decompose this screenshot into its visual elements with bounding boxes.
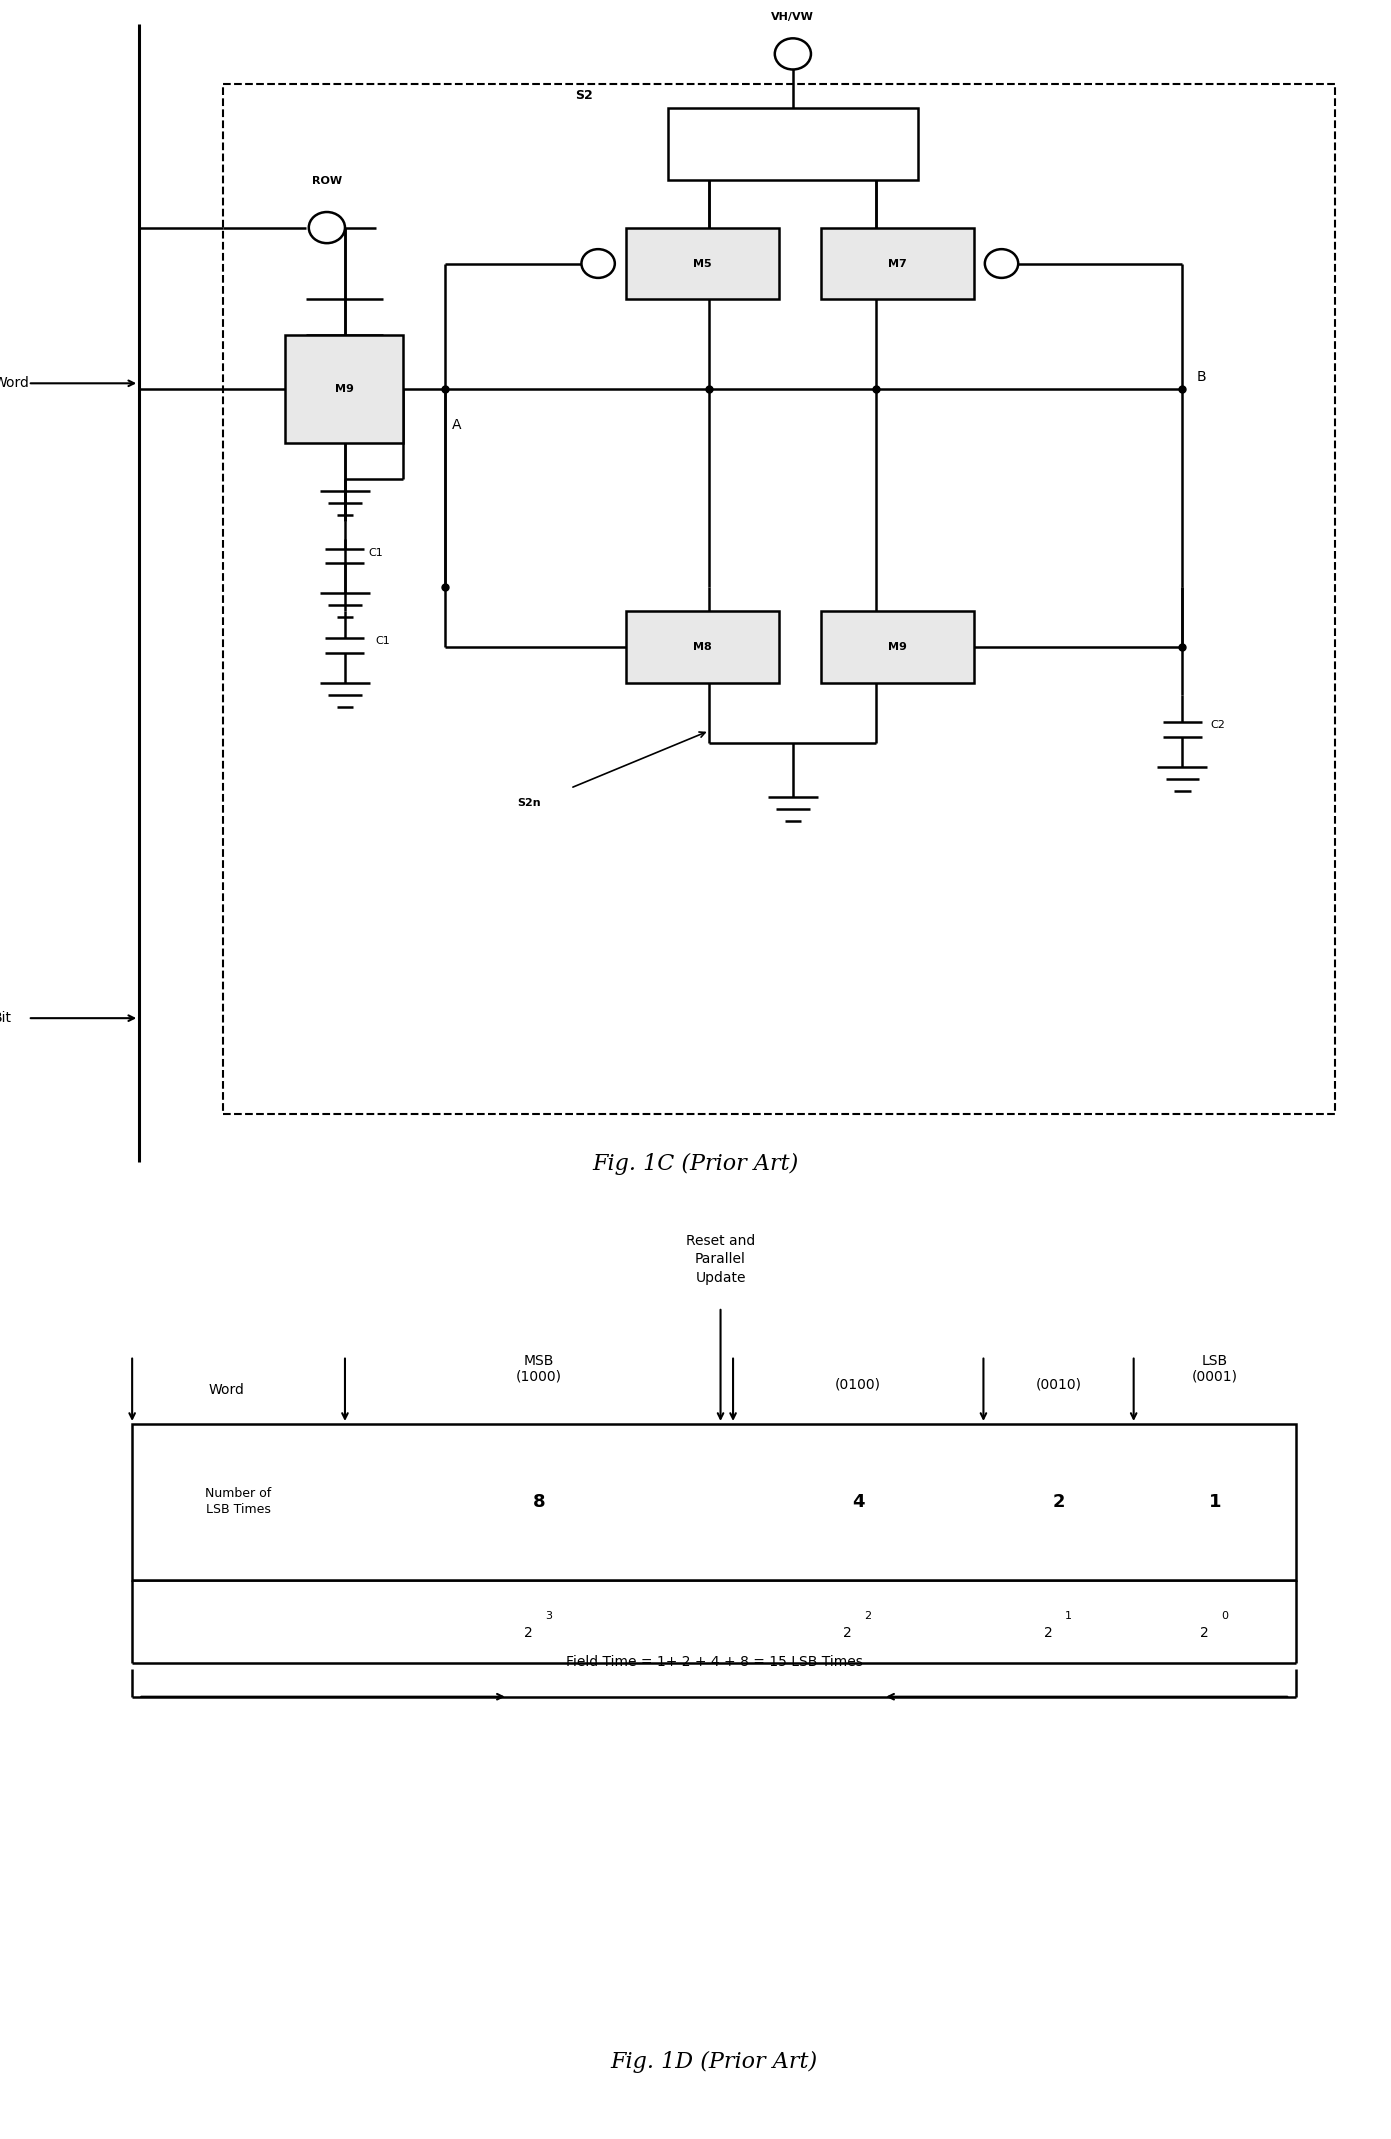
Text: M5: M5	[693, 259, 712, 270]
Text: M8: M8	[693, 642, 712, 652]
Text: 2: 2	[1200, 1626, 1209, 1641]
Text: S2n: S2n	[517, 798, 540, 809]
Text: 8: 8	[533, 1493, 545, 1510]
Text: Number of
LSB Times: Number of LSB Times	[206, 1487, 271, 1517]
Text: 2: 2	[1043, 1626, 1053, 1641]
Text: LSB
(0001): LSB (0001)	[1192, 1354, 1238, 1384]
Text: 2: 2	[865, 1611, 872, 1621]
Circle shape	[775, 39, 811, 68]
Text: Field Time = 1+ 2 + 4 + 8 = 15 LSB Times: Field Time = 1+ 2 + 4 + 8 = 15 LSB Times	[566, 1656, 862, 1668]
Circle shape	[309, 212, 345, 244]
Text: MSB
(1000): MSB (1000)	[516, 1354, 562, 1384]
Text: 1: 1	[1209, 1493, 1221, 1510]
Text: 0: 0	[1221, 1611, 1228, 1621]
Text: A: A	[452, 419, 462, 432]
Text: (0100): (0100)	[835, 1378, 882, 1392]
Text: (0010): (0010)	[1035, 1378, 1082, 1392]
Bar	[821, 612, 974, 682]
Text: Fig. 1D (Prior Art): Fig. 1D (Prior Art)	[611, 2051, 818, 2073]
Text: M9: M9	[887, 642, 907, 652]
Text: C1: C1	[376, 635, 391, 646]
Text: S2: S2	[576, 90, 593, 103]
Text: 2: 2	[524, 1626, 533, 1641]
Text: Fig. 1C (Prior Art): Fig. 1C (Prior Art)	[593, 1153, 798, 1174]
Text: M7: M7	[887, 259, 907, 270]
Text: C1: C1	[369, 548, 384, 558]
Text: ROW: ROW	[312, 175, 342, 186]
Text: Word: Word	[209, 1382, 243, 1397]
Bar	[223, 83, 1335, 1114]
Text: Word: Word	[0, 376, 29, 389]
Bar	[132, 1425, 1296, 1581]
Bar	[285, 336, 403, 443]
Text: B: B	[1196, 370, 1206, 385]
Text: 1: 1	[1066, 1611, 1072, 1621]
Text: M9: M9	[335, 385, 353, 394]
Text: C2: C2	[1210, 719, 1225, 729]
Circle shape	[581, 248, 615, 278]
Text: 4: 4	[853, 1493, 864, 1510]
Text: VH/VW: VH/VW	[772, 11, 814, 21]
Bar	[626, 227, 779, 299]
Text: Bit: Bit	[0, 1012, 13, 1025]
Bar	[668, 107, 918, 180]
Text: 3: 3	[545, 1611, 552, 1621]
Text: 2: 2	[843, 1626, 851, 1641]
Bar	[821, 227, 974, 299]
Circle shape	[985, 248, 1018, 278]
Text: 2: 2	[1053, 1493, 1064, 1510]
Text: Reset and
Parallel
Update: Reset and Parallel Update	[686, 1234, 755, 1286]
Bar	[626, 612, 779, 682]
